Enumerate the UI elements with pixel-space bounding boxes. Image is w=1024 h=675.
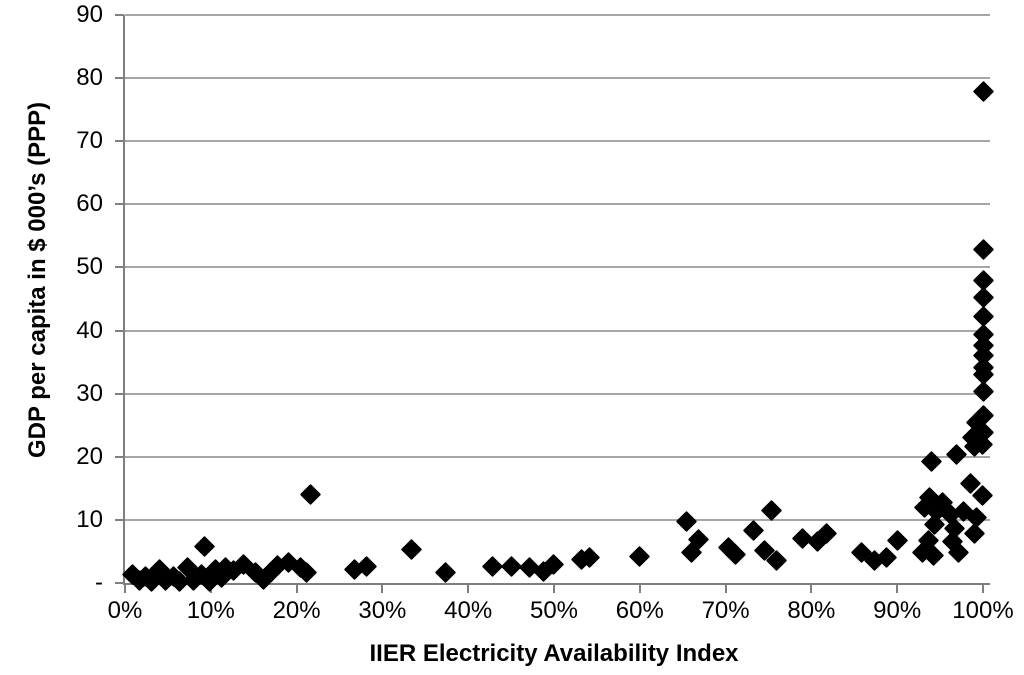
gridline: [125, 329, 990, 332]
x-tick: [467, 585, 470, 593]
x-tick: [724, 585, 727, 593]
data-point: [629, 545, 651, 568]
y-tick-label: 60: [76, 190, 103, 218]
x-tick-label: 20%: [272, 597, 321, 624]
y-tick: [115, 77, 124, 80]
x-tick: [124, 585, 126, 593]
x-tick-label: 0%: [107, 597, 143, 624]
data-point: [675, 511, 697, 533]
gridline: [125, 392, 990, 395]
data-point: [761, 499, 783, 522]
x-axis-line: [123, 583, 990, 585]
x-tick: [553, 585, 555, 593]
y-tick: [115, 140, 124, 143]
x-tick-label: 100%: [952, 597, 1014, 624]
gridline: [125, 14, 990, 16]
x-tick: [638, 585, 641, 593]
gridline: [125, 455, 990, 458]
x-tick-label: 60%: [615, 597, 664, 624]
x-tick-label: 40%: [444, 597, 493, 624]
y-tick: [115, 329, 124, 332]
y-tick: [115, 582, 124, 584]
y-tick: [115, 518, 124, 521]
y-tick: [115, 455, 124, 458]
x-tick: [295, 585, 298, 593]
x-tick-label: 80%: [787, 597, 836, 624]
data-point: [400, 538, 423, 561]
data-point: [742, 520, 764, 542]
x-axis-title: IIER Electricity Availability Index: [369, 640, 739, 667]
y-tick: [115, 266, 124, 269]
data-point: [972, 269, 994, 291]
x-tick-label: 70%: [701, 597, 750, 624]
y-axis-line: [123, 15, 125, 585]
y-tick-label: -: [95, 569, 103, 596]
y-tick: [115, 203, 124, 206]
data-point: [972, 81, 994, 103]
x-tick: [982, 585, 984, 593]
y-tick-label: 40: [76, 316, 103, 344]
gridline: [125, 518, 990, 521]
y-tick-label: 80: [76, 64, 103, 92]
gridline: [125, 203, 990, 206]
gridline: [125, 77, 990, 80]
y-tick-label: 10: [76, 505, 103, 533]
x-tick: [810, 585, 813, 593]
x-tick-label: 50%: [529, 597, 579, 624]
data-point: [886, 529, 908, 551]
y-tick: [115, 14, 124, 16]
y-tick-label: 70: [76, 127, 103, 155]
y-tick-label: 20: [76, 442, 103, 470]
data-point: [481, 555, 503, 578]
x-tick: [896, 585, 899, 593]
gridline: [125, 140, 990, 143]
x-tick: [381, 585, 384, 593]
gridline: [125, 266, 990, 269]
x-tick-label: 10%: [186, 597, 235, 624]
y-tick-label: 90: [76, 1, 103, 28]
y-tick-label: 30: [76, 379, 103, 407]
y-tick: [115, 392, 124, 395]
data-point: [972, 239, 994, 261]
data-point: [434, 561, 456, 583]
data-point: [920, 451, 943, 473]
data-point: [194, 535, 216, 557]
x-tick-label: 90%: [873, 597, 922, 624]
data-point: [299, 484, 321, 506]
x-tick-label: 30%: [358, 597, 407, 624]
y-tick-label: 50: [76, 253, 103, 281]
data-point: [972, 306, 994, 328]
data-point: [945, 444, 967, 466]
